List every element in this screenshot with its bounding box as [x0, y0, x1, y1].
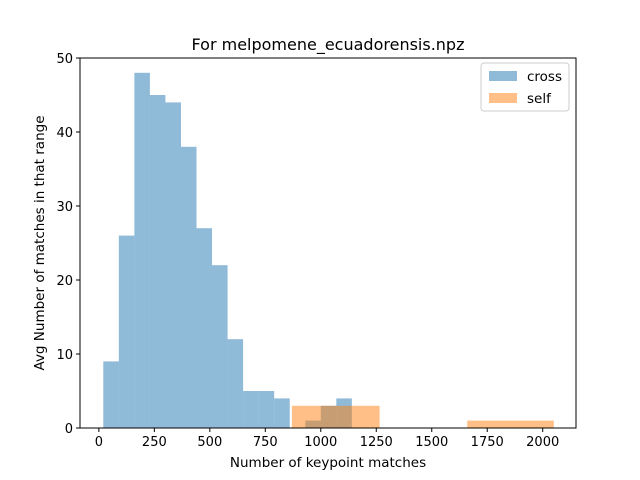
plot-frame [79, 57, 577, 429]
x-tick-label-2: 500 [197, 435, 222, 450]
x-tick-label-8: 2000 [526, 435, 559, 450]
legend: cross self [480, 62, 570, 112]
cross-bar-9 [243, 391, 259, 428]
x-tick-label-0: 0 [95, 435, 103, 450]
self-bar-1 [336, 405, 380, 428]
x-tick-label-4: 1000 [304, 435, 337, 450]
cross-bar-6 [196, 228, 213, 428]
cross-bar-7 [212, 265, 228, 428]
cross-bar-4 [165, 102, 181, 429]
y-tick-label-0: 0 [65, 422, 73, 437]
y-tick-label-4: 40 [56, 126, 73, 141]
cross-bar-2 [134, 72, 150, 429]
cross-bar-8 [227, 339, 244, 428]
x-axis-ticks: 0 250 500 750 1000 1250 1500 1750 2000 [95, 428, 559, 450]
x-axis-label: Number of keypoint matches [230, 455, 426, 471]
chart-title: For melpomene_ecuadorensis.npz [192, 35, 465, 55]
y-tick-label-5: 50 [56, 52, 73, 67]
y-tick-label-2: 20 [56, 274, 73, 289]
legend-label-self: self [527, 91, 552, 107]
bars-layer [103, 72, 554, 429]
x-tick-label-3: 750 [253, 435, 278, 450]
cross-bar-10 [258, 391, 275, 428]
cross-bar-0 [103, 361, 119, 428]
cross-bar-5 [180, 146, 197, 429]
self-bar-3 [510, 420, 554, 428]
y-tick-label-1: 10 [56, 348, 73, 363]
self-bar-2 [467, 420, 511, 428]
x-tick-label-6: 1500 [415, 435, 448, 450]
self-bar-0 [291, 405, 337, 428]
cross-bar-1 [118, 235, 135, 428]
legend-label-cross: cross [527, 69, 562, 85]
legend-swatch-cross [489, 71, 517, 81]
x-tick-label-1: 250 [142, 435, 167, 450]
x-tick-label-7: 1750 [471, 435, 504, 450]
cross-bar-3 [149, 95, 166, 428]
cross-bar-11 [274, 398, 290, 428]
legend-swatch-self [489, 93, 517, 103]
y-axis-label: Avg Number of matches in that range [32, 115, 48, 370]
y-tick-label-3: 30 [56, 200, 73, 215]
y-axis-ticks: 0 10 20 30 40 50 [56, 52, 80, 437]
x-tick-label-5: 1250 [360, 435, 393, 450]
